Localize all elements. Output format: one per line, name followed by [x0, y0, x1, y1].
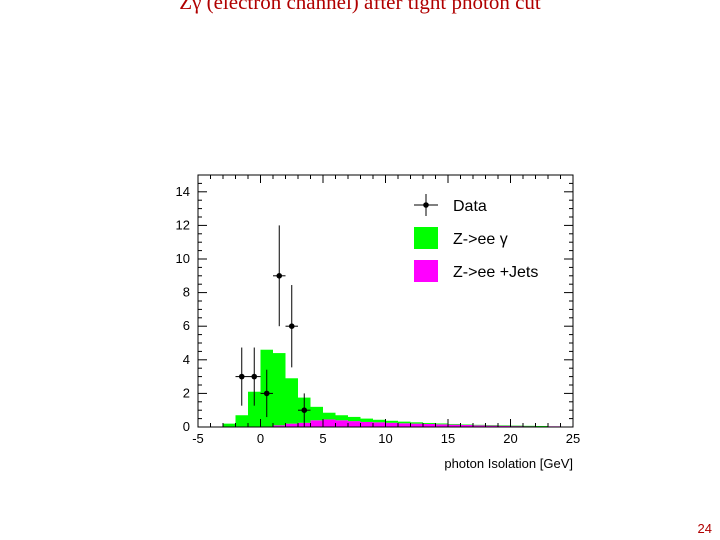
x-tick-label: 0 [257, 431, 264, 446]
data-marker [301, 407, 308, 413]
histogram-bar [285, 378, 298, 424]
histogram-bar [473, 425, 486, 427]
legend-item: Data [414, 194, 487, 216]
data-point [248, 347, 261, 406]
legend-swatch [414, 227, 438, 249]
legend: Data Z->ee γ Z->ee +Jets [414, 194, 538, 282]
legend-label: Data [453, 198, 487, 215]
histogram-bar [335, 415, 348, 421]
y-tick-label: 12 [176, 217, 190, 232]
data-marker [288, 323, 295, 329]
histogram-bar [460, 424, 473, 425]
data-point [235, 347, 248, 406]
data-marker [276, 273, 283, 279]
histogram-bar [373, 419, 386, 423]
data-marker [263, 390, 270, 397]
histogram-bar [323, 412, 336, 420]
x-tick-label: 10 [378, 431, 392, 446]
histogram-bar [498, 425, 511, 427]
series-zee-gamma [223, 349, 548, 427]
histogram-bar [310, 420, 323, 427]
data-point [260, 369, 273, 418]
histogram-bar [410, 423, 423, 427]
histogram-bar [273, 425, 286, 427]
histogram-bar [235, 415, 248, 427]
page-number: 24 [697, 521, 712, 536]
histogram-bar [385, 420, 398, 423]
title-symbol: Zγ [179, 0, 202, 14]
data-point [273, 225, 286, 327]
histogram-bar [285, 423, 298, 427]
legend-label: Z->ee +Jets [453, 264, 538, 281]
histogram-bar [435, 423, 448, 425]
y-tick-label: 6 [183, 318, 190, 333]
x-tick-label: 15 [441, 431, 455, 446]
histogram-bar [385, 422, 398, 427]
histogram-bar [423, 423, 436, 427]
histogram-bar [498, 425, 511, 426]
histogram-bar [348, 421, 361, 427]
y-tick-label: 8 [183, 285, 190, 300]
histogram-bar [223, 423, 236, 427]
histogram-bar [310, 406, 323, 421]
y-tick-label: 0 [183, 419, 190, 434]
x-tick-label: 25 [566, 431, 580, 446]
histogram-bar [523, 425, 536, 427]
histogram-bar [535, 425, 548, 427]
histogram-bar [273, 353, 286, 426]
y-tick-label: 2 [183, 385, 190, 400]
histogram-bar [473, 424, 486, 426]
data-marker [251, 373, 258, 380]
histogram-bar [510, 425, 523, 427]
y-tick-label: 4 [183, 352, 190, 367]
histogram-bar [248, 391, 261, 427]
legend-item: Z->ee +Jets [414, 260, 538, 282]
legend-data-marker [423, 202, 429, 208]
data-point [298, 393, 311, 427]
title-text: (electron channel) after tight photon cu… [201, 0, 541, 14]
histogram-bar [398, 423, 411, 427]
histogram-bar [523, 425, 536, 427]
histogram-bar [410, 422, 423, 424]
histogram-bar [373, 422, 386, 427]
y-tick-label: 10 [176, 251, 190, 266]
histogram-bar [485, 425, 498, 426]
histogram-bar [360, 418, 373, 422]
plot-panel: -5 0 5 10 15 20 25 0 2 4 6 8 10 12 14 photon Isolation … [120, 160, 600, 480]
data-point [285, 285, 298, 368]
slide-title: Zγ (electron channel) after tight photon… [0, 0, 720, 15]
histogram-bar [348, 416, 361, 422]
x-tick-label: -5 [192, 431, 204, 446]
legend-label: Z->ee γ [453, 231, 508, 248]
legend-item: Z->ee γ [414, 227, 508, 249]
histogram-bar [485, 425, 498, 427]
histogram-bar [323, 419, 336, 427]
histogram-bar [335, 420, 348, 427]
legend-swatch [414, 260, 438, 282]
data-marker [238, 373, 245, 380]
histogram-bar [398, 421, 411, 424]
x-axis-label: photon Isolation [GeV] [444, 456, 573, 471]
histogram-bar [510, 425, 523, 427]
x-tick-label: 20 [503, 431, 517, 446]
histogram-bar [360, 421, 373, 427]
y-tick-label: 14 [176, 184, 190, 199]
x-tick-label: 5 [319, 431, 326, 446]
histogram-bar [460, 424, 473, 427]
histogram-bar [423, 422, 436, 424]
histogram-bar [448, 424, 461, 427]
histogram-bar [435, 424, 448, 427]
histogram-bar [448, 423, 461, 425]
